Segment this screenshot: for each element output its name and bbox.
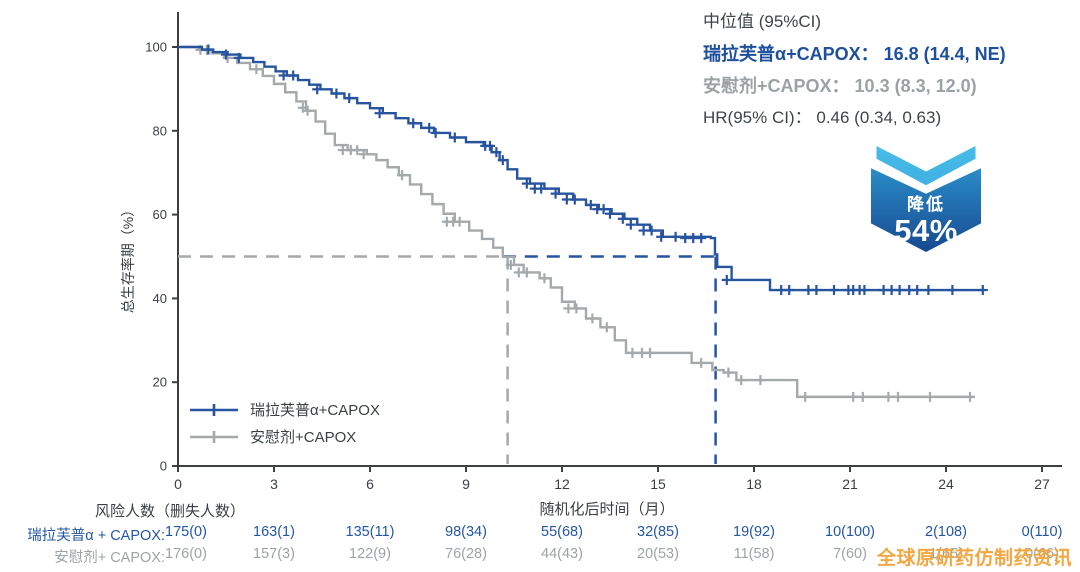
risk-table-row: 安慰剂+ CAPOX: 176(0) 157(3) 122(9) 76(28) 44(43… — [0, 546, 1080, 566]
risk-count: 1(65) — [929, 546, 963, 562]
y-axis-title: 总生存率期（%） — [120, 202, 136, 314]
x-tick-label: 12 — [554, 476, 570, 492]
badge-percent: 54% — [894, 213, 958, 248]
risk-count: 157(3) — [253, 546, 295, 562]
risk-count: 98(34) — [445, 524, 487, 540]
x-axis-title: 随机化后时间（月） — [539, 501, 675, 518]
risk-count: 0(110) — [1021, 524, 1063, 540]
legend: 瑞拉芙普α+CAPOX 安慰剂+CAPOX — [190, 402, 380, 446]
risk-count: 19(92) — [733, 524, 775, 540]
risk-reduction-badge: 降低 54% — [871, 146, 981, 252]
median-stats-block: 中位值 (95%CI) 瑞拉芙普α+CAPOX： 16.8 (14.4, NE)… — [703, 6, 1006, 134]
y-tick-label: 20 — [153, 375, 167, 390]
censor-marks-treatment — [203, 44, 988, 296]
risk-count: 32(85) — [637, 524, 679, 540]
risk-count: 10(100) — [825, 524, 875, 540]
risk-count: 44(43) — [541, 546, 583, 562]
stats-hr: HR(95% CI)： 0.46 (0.34, 0.63) — [703, 108, 942, 127]
x-tick-label: 21 — [842, 476, 858, 492]
risk-count: 11(58) — [733, 546, 775, 562]
x-tick-label: 3 — [270, 476, 278, 492]
risk-count: 176(0) — [165, 546, 207, 562]
y-tick-label: 100 — [145, 40, 167, 55]
risk-count: 76(28) — [445, 546, 487, 562]
y-tick-label: 60 — [153, 207, 167, 222]
axes: 0 20 40 60 80 100 0 3 6 9 12 15 18 21 24 27 — [145, 12, 1062, 492]
stats-title: 中位值 (95%CI) — [703, 12, 822, 31]
legend-label: 瑞拉芙普α+CAPOX — [250, 402, 380, 419]
legend-label: 安慰剂+CAPOX — [250, 428, 356, 446]
y-tick-label: 40 — [153, 291, 167, 306]
risk-count: 135(11) — [345, 524, 395, 540]
risk-row-label: 安慰剂+ CAPOX: — [54, 550, 165, 566]
x-tick-label: 24 — [938, 476, 954, 492]
x-tick-label: 27 — [1034, 476, 1050, 492]
risk-count: 0(66) — [1025, 546, 1059, 562]
y-tick-label: 0 — [160, 459, 167, 474]
x-tick-label: 15 — [650, 476, 666, 492]
risk-table-header: 风险人数（删失人数） — [95, 503, 246, 520]
risk-count: 20(53) — [637, 546, 679, 562]
x-tick-label: 0 — [174, 476, 182, 492]
stats-arm2: 安慰剂+CAPOX： 10.3 (8.3, 12.0) — [703, 76, 977, 96]
risk-count: 55(68) — [541, 524, 583, 540]
risk-count: 163(1) — [253, 524, 295, 540]
watermark: 全球原研药仿制药资讯 — [877, 548, 1073, 569]
badge-label: 降低 — [907, 195, 945, 214]
y-tick-label: 80 — [153, 123, 167, 138]
risk-count: 122(9) — [349, 546, 391, 562]
km-curve-treatment — [178, 45, 985, 292]
risk-row-label: 瑞拉芙普α + CAPOX: — [27, 528, 165, 544]
x-tick-label: 6 — [366, 476, 374, 492]
risk-table-row: 瑞拉芙普α + CAPOX: 175(0) 163(1) 135(11) 98(34) 5… — [0, 524, 1080, 544]
x-tick-label: 18 — [746, 476, 762, 492]
risk-count: 175(0) — [165, 524, 207, 540]
risk-count: 7(60) — [833, 546, 867, 562]
km-curve-placebo — [178, 45, 975, 399]
x-tick-label: 9 — [462, 476, 470, 492]
median-reference-lines — [178, 255, 717, 464]
stats-arm1: 瑞拉芙普α+CAPOX： 16.8 (14.4, NE) — [703, 44, 1006, 64]
risk-count: 2(108) — [925, 524, 967, 540]
